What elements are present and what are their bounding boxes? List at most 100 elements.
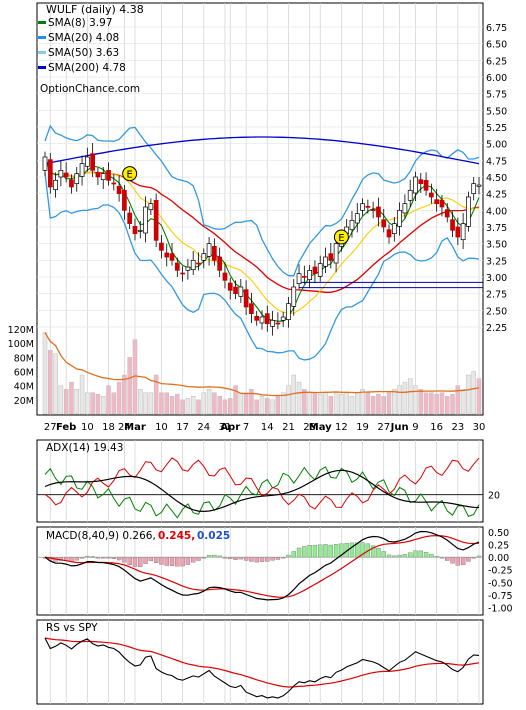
candle-body <box>201 253 207 261</box>
candle-body <box>381 219 387 228</box>
macd-histogram-bar <box>429 553 434 558</box>
volume-bar <box>233 385 238 415</box>
volume-bar <box>466 374 471 415</box>
macd-histogram-bar <box>418 550 423 558</box>
volume-bar <box>106 385 111 415</box>
price-tick-label: 4.75 <box>486 156 507 167</box>
legend-swatch <box>38 36 46 39</box>
volume-bar <box>302 388 307 415</box>
legend-entry: SMA(20) 4.08 <box>48 32 119 44</box>
volume-bar <box>349 396 355 415</box>
macd-histogram-bar <box>74 556 79 561</box>
volume-bar <box>58 385 64 415</box>
volume-bar <box>196 399 201 415</box>
macd-histogram-bar <box>323 544 328 558</box>
upper-band <box>44 124 480 277</box>
volume-bar <box>344 392 349 415</box>
volume-bar <box>476 378 482 415</box>
volume-bar <box>402 381 408 415</box>
candle-body <box>143 206 148 234</box>
earnings-marker <box>122 166 138 182</box>
candle-body <box>418 179 424 185</box>
macd-histogram-bar <box>307 545 312 558</box>
earnings-marker <box>333 229 349 245</box>
volume-tick-label: 60M <box>14 368 34 379</box>
volume-bar <box>328 396 334 415</box>
candle-body <box>307 269 312 281</box>
macd-histogram-bar <box>376 548 381 558</box>
price-tick-label: 6.25 <box>486 56 507 67</box>
candle-body <box>42 156 48 171</box>
legend-entry: SMA(200) 4.78 <box>48 62 126 74</box>
macd-histogram-bar <box>175 556 180 567</box>
candle-body <box>74 173 80 185</box>
macd-histogram-bar <box>291 551 296 558</box>
panel-frame-0 <box>36 2 484 416</box>
macd-histogram-bar <box>159 556 164 565</box>
macd-histogram-bar <box>233 556 238 560</box>
candle-body <box>116 185 122 195</box>
macd-histogram-bar <box>259 556 265 562</box>
rs-average-line <box>44 637 480 688</box>
candle-body <box>466 196 471 227</box>
macd-histogram-bar <box>190 556 196 563</box>
volume-bar <box>296 381 302 415</box>
x-tick-label: Mar <box>124 422 146 433</box>
volume-bar <box>376 393 381 415</box>
volume-bar <box>365 392 371 415</box>
macd-histogram-bar <box>413 550 418 558</box>
volume-bar <box>280 392 286 415</box>
x-tick-label: 23 <box>451 422 464 433</box>
macd-histogram-bar <box>312 545 318 558</box>
volume-tick-label: 20M <box>14 396 34 407</box>
volume-bar <box>116 381 122 415</box>
volume-bar <box>254 399 259 415</box>
macd-line <box>44 530 480 601</box>
volume-average-line <box>44 332 480 397</box>
volume-bar <box>222 399 228 415</box>
legend-swatch <box>38 66 46 69</box>
legend-swatch <box>38 21 46 24</box>
volume-bar <box>434 393 439 415</box>
volume-bar <box>69 381 74 415</box>
macd-tick-label: -0.25 <box>488 566 513 577</box>
volume-bar <box>138 388 143 415</box>
plus-di-line <box>44 466 480 519</box>
volume-bar <box>206 388 212 415</box>
macd-histogram-bar <box>143 556 148 564</box>
volume-bar <box>270 399 275 415</box>
candle-body <box>450 219 455 231</box>
macd-histogram-bar <box>164 556 169 566</box>
macd-histogram-bar <box>116 556 122 561</box>
volume-bar <box>175 393 180 415</box>
candle-body <box>402 203 408 214</box>
volume-bar <box>397 385 402 415</box>
candle-body <box>95 172 101 178</box>
candle-body <box>159 242 164 251</box>
candle-body <box>148 203 154 211</box>
price-tick-label: 4.25 <box>486 190 507 201</box>
volume-bar <box>249 388 254 415</box>
candle-body <box>196 262 201 265</box>
candle-body <box>397 209 402 227</box>
adx-tick-label: 20 <box>488 491 500 502</box>
macd-histogram-bar <box>122 556 127 563</box>
x-tick-label: 31 <box>219 422 232 433</box>
candle-body <box>434 199 440 205</box>
candle-body <box>312 266 318 275</box>
candle-body <box>90 153 95 171</box>
volume-bar <box>455 385 461 415</box>
price-tick-label: 6.00 <box>486 73 507 84</box>
volume-bar <box>90 392 95 415</box>
candle-body <box>317 263 323 277</box>
candle-body <box>84 156 90 167</box>
volume-bar <box>460 388 466 415</box>
macd-histogram-bar <box>127 556 132 565</box>
volume-bar <box>201 392 207 415</box>
candle-body <box>349 219 355 231</box>
candle-body <box>79 163 85 177</box>
candle-body <box>275 322 281 325</box>
price-tick-label: 2.50 <box>486 306 507 317</box>
x-tick-label: 17 <box>176 422 189 433</box>
x-tick-label: 12 <box>335 422 348 433</box>
